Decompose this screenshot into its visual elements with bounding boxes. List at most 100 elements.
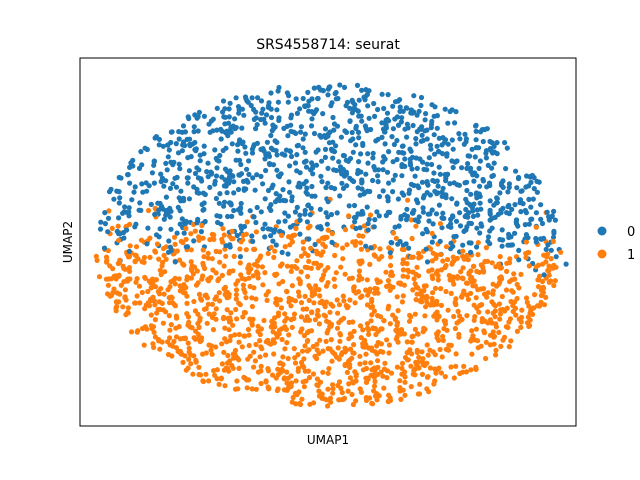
scatter-point-cluster-0: [320, 111, 326, 117]
scatter-point-cluster-1: [370, 326, 376, 332]
scatter-point-cluster-0: [318, 226, 324, 232]
scatter-point-cluster-1: [289, 324, 295, 330]
scatter-point-cluster-0: [467, 153, 473, 159]
scatter-point-cluster-1: [340, 245, 346, 251]
scatter-point-cluster-1: [390, 284, 396, 290]
scatter-point-cluster-1: [299, 396, 305, 402]
scatter-point-cluster-1: [159, 300, 165, 306]
scatter-point-cluster-0: [169, 129, 175, 135]
scatter-point-cluster-1: [427, 347, 433, 353]
scatter-point-cluster-1: [394, 294, 400, 300]
scatter-point-cluster-1: [186, 356, 192, 362]
scatter-point-cluster-1: [139, 325, 146, 332]
scatter-point-cluster-0: [404, 105, 410, 111]
legend: 0 1: [597, 225, 635, 263]
scatter-point-cluster-0: [468, 249, 474, 255]
scatter-point-cluster-1: [118, 282, 124, 288]
scatter-point-cluster-1: [125, 254, 132, 260]
scatter-point-cluster-0: [379, 91, 385, 97]
scatter-point-cluster-0: [102, 221, 108, 227]
scatter-point-cluster-1: [438, 267, 445, 273]
scatter-point-cluster-0: [443, 195, 449, 201]
scatter-point-cluster-1: [540, 289, 546, 296]
scatter-point-cluster-0: [226, 106, 232, 112]
scatter-point-cluster-1: [127, 268, 133, 274]
scatter-point-cluster-1: [266, 340, 272, 346]
scatter-point-cluster-0: [285, 99, 291, 105]
scatter-point-cluster-0: [309, 160, 315, 166]
scatter-point-cluster-1: [543, 254, 550, 260]
scatter-point-cluster-0: [365, 221, 371, 227]
scatter-point-cluster-1: [220, 226, 226, 232]
scatter-point-cluster-0: [161, 183, 167, 189]
scatter-point-cluster-0: [477, 158, 483, 164]
scatter-point-cluster-0: [230, 173, 236, 179]
scatter-point-cluster-1: [233, 287, 240, 293]
scatter-point-cluster-1: [122, 287, 128, 293]
scatter-point-cluster-0: [359, 177, 365, 183]
scatter-point-cluster-0: [254, 204, 260, 211]
scatter-point-cluster-1: [221, 314, 227, 320]
scatter-point-cluster-0: [417, 156, 423, 162]
scatter-point-cluster-0: [180, 123, 187, 129]
scatter-point-cluster-1: [116, 273, 122, 279]
scatter-point-cluster-1: [317, 293, 323, 299]
scatter-point-cluster-1: [274, 302, 280, 308]
scatter-point-cluster-1: [196, 371, 202, 378]
scatter-point-cluster-0: [111, 196, 117, 202]
scatter-point-cluster-1: [289, 239, 295, 245]
scatter-point-cluster-0: [205, 160, 211, 166]
scatter-point-cluster-0: [548, 247, 554, 253]
scatter-point-cluster-0: [298, 124, 304, 130]
scatter-point-cluster-0: [333, 96, 339, 102]
scatter-point-cluster-1: [360, 233, 366, 239]
scatter-point-cluster-0: [244, 98, 250, 104]
scatter-point-cluster-0: [386, 149, 392, 155]
scatter-point-cluster-0: [516, 257, 522, 263]
scatter-point-cluster-1: [427, 246, 434, 252]
scatter-point-cluster-1: [302, 343, 308, 349]
scatter-point-cluster-1: [284, 289, 290, 295]
scatter-point-cluster-1: [190, 371, 196, 377]
scatter-point-cluster-1: [309, 310, 315, 316]
scatter-point-cluster-1: [371, 252, 377, 258]
scatter-point-cluster-1: [503, 287, 510, 293]
scatter-point-cluster-1: [276, 281, 282, 287]
scatter-point-cluster-0: [436, 202, 442, 208]
scatter-point-cluster-1: [532, 292, 538, 298]
scatter-point-cluster-0: [325, 131, 332, 137]
scatter-point-cluster-0: [221, 203, 227, 209]
scatter-point-cluster-0: [241, 112, 247, 118]
scatter-point-cluster-0: [553, 254, 559, 260]
scatter-point-cluster-1: [310, 371, 317, 377]
scatter-point-cluster-0: [116, 200, 122, 206]
scatter-point-cluster-1: [236, 339, 242, 345]
scatter-point-cluster-0: [276, 219, 282, 225]
scatter-point-cluster-1: [386, 392, 392, 398]
scatter-point-cluster-1: [417, 381, 423, 387]
scatter-point-cluster-0: [394, 137, 400, 144]
scatter-point-cluster-1: [402, 374, 408, 380]
scatter-point-cluster-1: [424, 294, 430, 300]
scatter-point-cluster-1: [490, 291, 496, 297]
scatter-point-cluster-0: [340, 152, 346, 159]
scatter-point-cluster-1: [446, 342, 452, 348]
scatter-point-cluster-1: [211, 311, 217, 317]
scatter-point-cluster-1: [111, 286, 117, 292]
scatter-point-cluster-0: [361, 191, 367, 197]
scatter-point-cluster-1: [174, 315, 180, 321]
scatter-point-cluster-1: [285, 355, 291, 362]
scatter-point-cluster-1: [346, 213, 352, 219]
scatter-point-cluster-0: [505, 242, 511, 248]
scatter-point-cluster-1: [369, 299, 375, 305]
scatter-point-cluster-1: [543, 294, 549, 300]
scatter-point-cluster-0: [464, 200, 470, 206]
scatter-point-cluster-0: [533, 210, 540, 216]
scatter-point-cluster-1: [200, 378, 206, 384]
scatter-point-cluster-1: [347, 375, 353, 381]
scatter-point-cluster-0: [447, 181, 453, 187]
scatter-point-cluster-0: [404, 134, 410, 140]
scatter-point-cluster-0: [300, 136, 306, 142]
scatter-point-cluster-1: [362, 360, 368, 366]
scatter-point-cluster-1: [480, 265, 486, 271]
